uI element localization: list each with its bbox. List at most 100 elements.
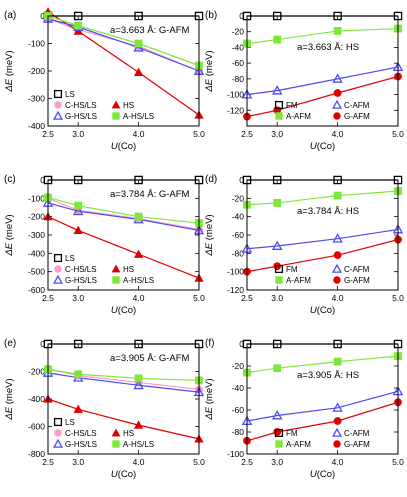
legend-marker (331, 263, 343, 273)
y-tick-label: 0 (40, 11, 45, 21)
y-tick-label: -600 (28, 285, 45, 295)
series-line (47, 18, 200, 72)
legend-marker (112, 276, 120, 284)
legend-marker (331, 99, 343, 109)
legend-label: FM (286, 429, 298, 438)
series-g-hs-ls (42, 13, 205, 75)
legend-label: A-AFM (286, 112, 311, 121)
x-tick-label: 3.0 (72, 457, 84, 467)
legend-label: LS (65, 418, 75, 427)
data-point (273, 364, 282, 373)
legend: FM C-AFM A-AFM G-AFM (274, 99, 370, 121)
legend-item-g-hs-ls: G-HS/LS (52, 274, 97, 285)
series-line (246, 390, 399, 422)
legend-item-a-afm: A-AFM (275, 440, 311, 449)
data-point (273, 199, 282, 207)
panel-b: (b) 0 -20 -40 -60 -80 -100 -120 2.5 3.0 4.0 5.0 a=3.… (204, 10, 404, 152)
y-tick-label: -200 (28, 367, 45, 377)
x-tick-label: 2.5 (241, 293, 253, 303)
legend-label: C-HS/LS (65, 265, 97, 274)
panel-label: (d) (205, 174, 217, 185)
legend-label: C-AFM (344, 101, 370, 110)
data-point (133, 67, 144, 76)
legend-marker (52, 274, 64, 284)
x-tick-label: 4.0 (133, 129, 145, 139)
legend-item-c-afm: C-AFM (331, 99, 370, 110)
series-hs (43, 211, 204, 282)
legend: LS C-HS/LS HS G-HS/LS A-HS/LS (52, 253, 154, 285)
x-tick-label: 5.0 (392, 457, 404, 467)
series-c-afm (241, 61, 404, 99)
legend-marker (275, 112, 283, 120)
y-tick-label: -100 (227, 90, 244, 100)
series-line (246, 228, 399, 250)
legend-label: LS (65, 254, 75, 263)
legend-label: HS (123, 101, 134, 110)
legend-label: FM (286, 101, 298, 110)
data-point (332, 73, 343, 83)
y-tick-label: -60 (232, 230, 245, 240)
y-tick-label: -300 (28, 94, 45, 104)
series-line (47, 372, 200, 393)
x-axis-label: U(Co) (111, 305, 136, 316)
series-c-afm (241, 224, 404, 253)
data-point (73, 404, 83, 413)
y-tick-label: -500 (28, 267, 45, 277)
y-tick-label: -20 (232, 27, 245, 37)
legend-label: C-HS/LS (65, 429, 97, 438)
legend-item-fm: FM (274, 428, 298, 438)
x-tick-label: 5.0 (392, 129, 404, 139)
legend-item-c-afm: C-AFM (331, 263, 370, 274)
legend-label: LS (65, 90, 75, 99)
series-g-hs-ls (42, 197, 205, 235)
y-tick-label: -80 (232, 248, 245, 258)
y-tick-label: -20 (232, 193, 245, 203)
legend: LS C-HS/LS HS G-HS/LS A-HS/LS (52, 89, 154, 121)
y-tick-label: -200 (28, 66, 45, 76)
data-point (333, 417, 342, 425)
series-g-afm (243, 235, 402, 276)
series-g-afm (243, 72, 402, 121)
y-tick-label: 0 (239, 339, 244, 349)
data-point (333, 27, 342, 35)
series-line (47, 18, 200, 72)
data-point (271, 85, 283, 95)
x-axis-label: U(Co) (111, 469, 136, 480)
x-tick-label: 5.0 (193, 457, 205, 467)
x-tick-label: 2.5 (241, 457, 253, 467)
plot-frame (246, 15, 399, 127)
legend-marker (275, 440, 283, 448)
panel-annotation: a=3.784 Å: HS (297, 206, 359, 217)
legend-label: HS (123, 429, 134, 438)
y-tick-label: -100 (28, 193, 45, 203)
plot-frame (47, 343, 200, 455)
legend-marker (274, 264, 284, 274)
data-point (271, 410, 283, 420)
x-tick-label: 5.0 (392, 293, 404, 303)
y-axis-label: ΔE (meV) (4, 214, 15, 256)
y-tick-label: -20 (232, 361, 245, 371)
legend-marker (53, 253, 63, 263)
plot-frame (47, 179, 200, 291)
series-line (47, 197, 200, 231)
x-tick-label: 3.0 (271, 129, 283, 139)
series-line (246, 239, 399, 273)
legend-marker (333, 440, 341, 448)
panel-annotation: a=3.905 Å: HS (297, 370, 359, 381)
y-tick-label: -400 (28, 121, 45, 131)
series-line (47, 368, 200, 390)
data-point (72, 205, 84, 216)
series-line (47, 11, 200, 116)
legend-item-fm: FM (274, 100, 298, 110)
plot-frame (246, 343, 399, 455)
plot-frame (246, 179, 399, 291)
x-tick-label: 2.5 (42, 129, 54, 139)
data-point (133, 249, 144, 258)
legend-marker (274, 100, 284, 110)
x-tick-label: 4.0 (332, 129, 344, 139)
series-c-hs-ls (44, 364, 203, 394)
legend-item-hs: HS (111, 264, 134, 274)
legend-label: A-AFM (286, 276, 311, 285)
y-tick-label: -120 (227, 105, 244, 115)
